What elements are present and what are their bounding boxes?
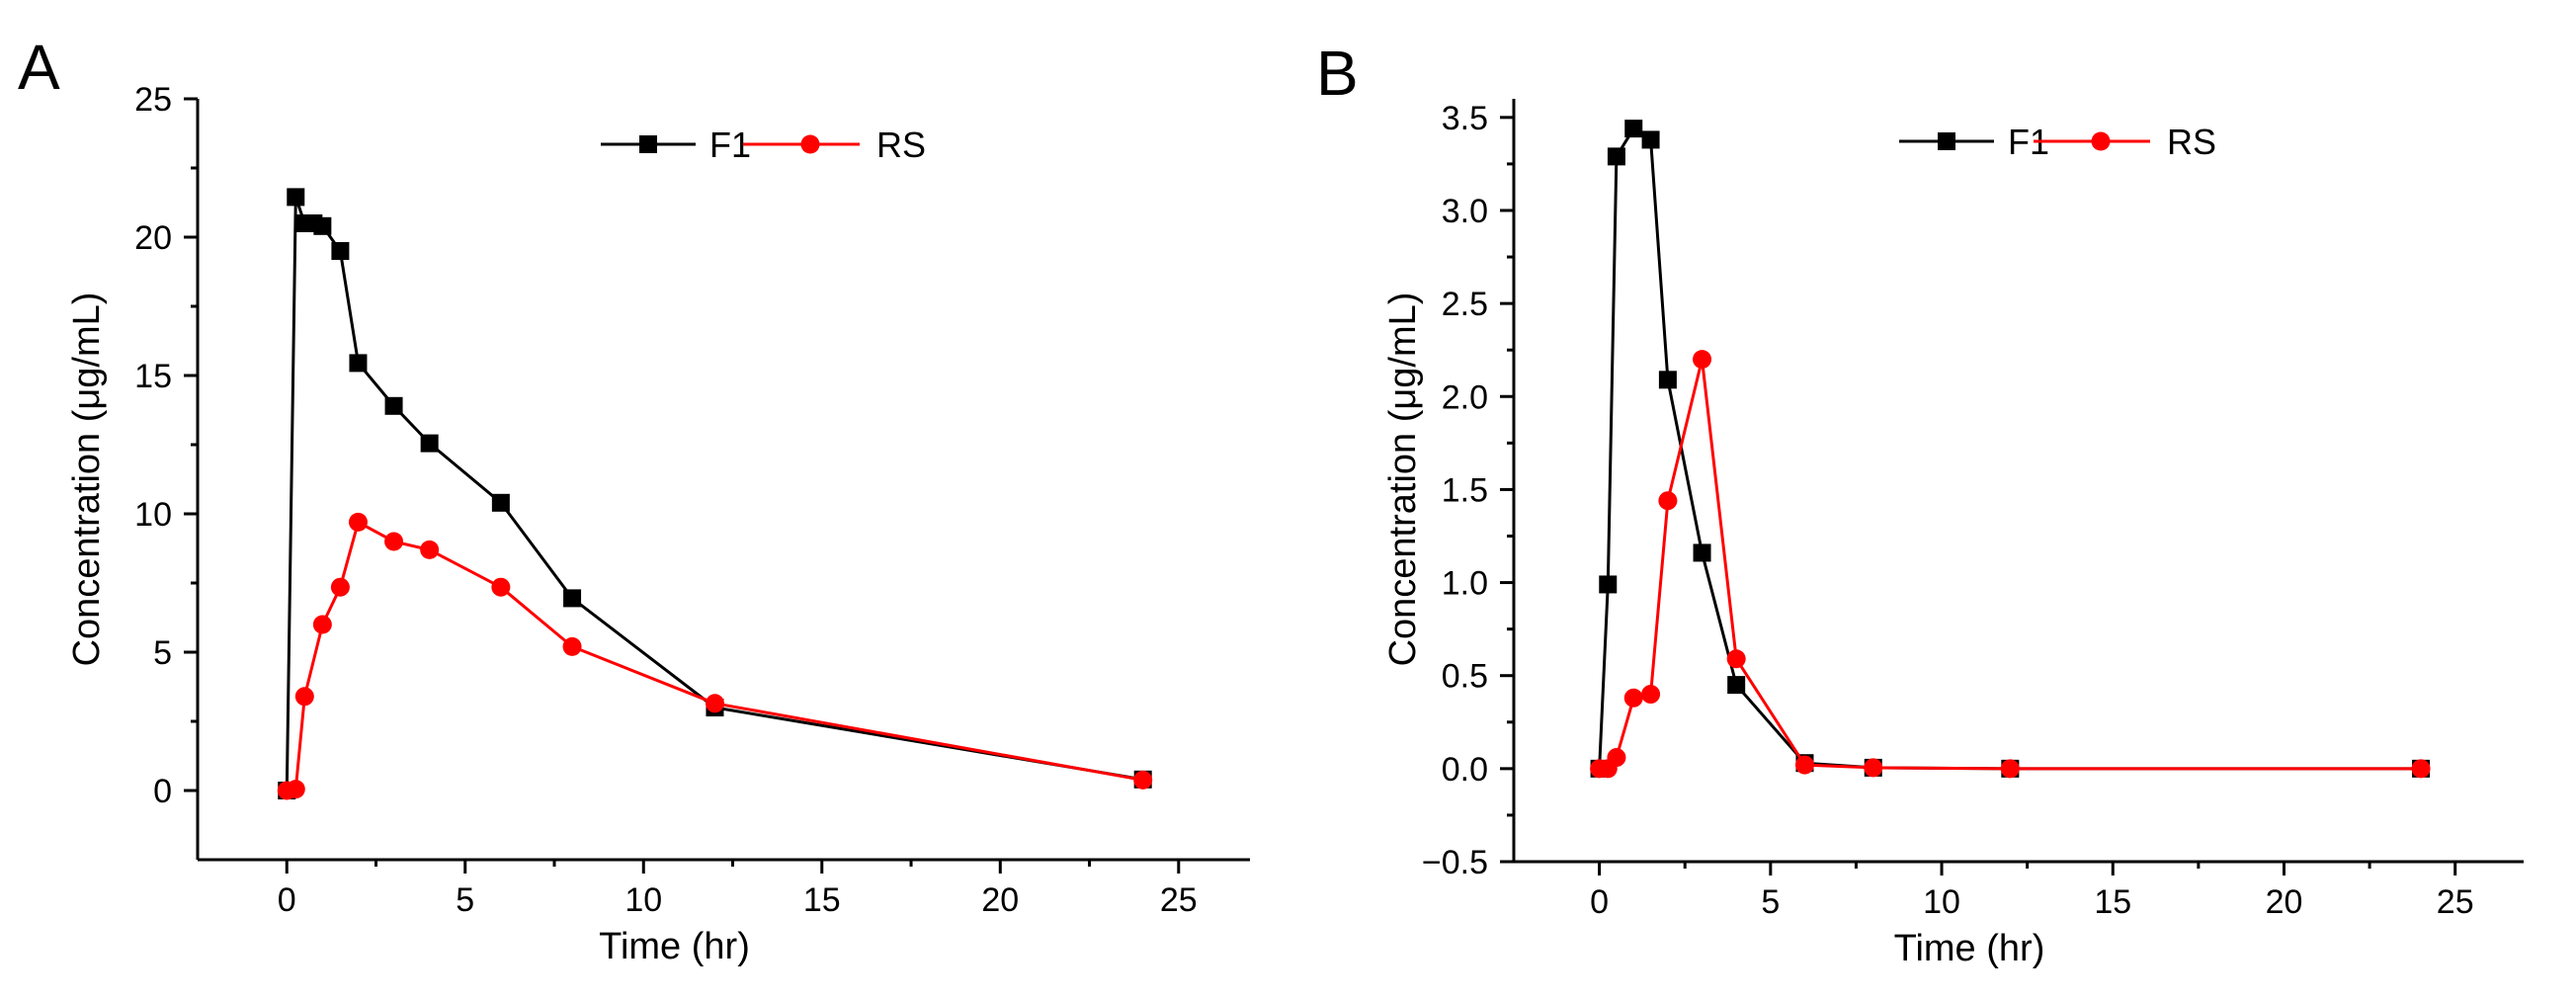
data-point-rs	[491, 577, 511, 597]
legend-marker-rs	[2091, 131, 2111, 151]
series-line-rs	[287, 520, 1143, 792]
y-tick-label: 10	[134, 496, 172, 534]
y-tick-label: 0	[153, 773, 172, 810]
data-point-rs	[2000, 759, 2020, 779]
x-axis-title: Time (hr)	[1894, 928, 2045, 969]
y-tick-label: 0.5	[1442, 658, 1488, 696]
x-tick-label: 5	[1761, 883, 1780, 921]
data-point-rs	[1623, 688, 1643, 708]
x-tick-label: 25	[1160, 881, 1198, 919]
y-tick-label: 3.0	[1442, 193, 1488, 230]
data-point-rs	[562, 636, 582, 656]
data-point-rs	[705, 694, 724, 713]
data-point-rs	[1658, 491, 1678, 511]
panel-label: B	[1316, 38, 1359, 109]
legend-marker-f1	[1938, 132, 1955, 150]
data-point-f1	[384, 396, 403, 415]
x-axis-title: Time (hr)	[599, 926, 750, 967]
chart-panel-a: 0 5 10 15 20 25 0 5 10 15 20 25 Time (hr) Concentrati…	[18, 32, 1250, 967]
data-point-rs	[348, 512, 368, 532]
data-point-rs	[312, 615, 332, 634]
data-point-f1	[1641, 130, 1660, 149]
y-axis-title: Concentration (μg/mL)	[1382, 292, 1424, 667]
x-tick-label: 10	[624, 881, 662, 919]
data-point-rs	[2411, 759, 2431, 779]
data-point-rs	[1794, 755, 1814, 775]
x-tick-label: 15	[803, 881, 841, 919]
x-tick-label: 5	[456, 881, 474, 919]
x-tick-label: 10	[1923, 883, 1960, 921]
data-point-f1	[1693, 543, 1711, 562]
data-point-rs	[286, 780, 305, 799]
legend-marker-rs	[800, 134, 820, 154]
data-point-f1	[1607, 147, 1625, 166]
data-point-rs	[1693, 350, 1712, 370]
data-point-f1	[1727, 676, 1746, 695]
data-point-f1	[331, 242, 350, 260]
data-point-f1	[313, 216, 332, 235]
data-point-rs	[294, 687, 314, 707]
y-tick-label: −0.5	[1422, 844, 1488, 881]
data-point-f1	[491, 493, 510, 512]
x-tick-label: 0	[278, 881, 296, 919]
y-axis-title: Concentration (μg/mL)	[66, 292, 108, 667]
x-tick-label: 20	[981, 881, 1019, 919]
chart-panel-b: 0 5 10 15 20 25 −0.5 0.0 0.5 1.0 1.5 2.0 2.5 3.0 3.5 Ti…	[1316, 38, 2524, 969]
y-tick-label: 0.0	[1442, 751, 1488, 789]
data-point-rs	[1726, 649, 1746, 669]
data-point-f1	[1658, 371, 1677, 389]
y-tick-label: 1.0	[1442, 565, 1488, 603]
data-point-rs	[330, 577, 350, 597]
data-point-rs	[420, 540, 440, 559]
y-tick-label: 2.5	[1442, 286, 1488, 323]
data-point-f1	[563, 589, 582, 608]
x-tick-label: 0	[1590, 883, 1609, 921]
data-point-rs	[1133, 770, 1153, 790]
x-tick-label: 15	[2094, 883, 2131, 921]
panel-label: A	[18, 32, 60, 103]
y-tick-label: 25	[134, 81, 172, 119]
y-tick-label: 20	[134, 219, 172, 257]
y-tick-label: 15	[134, 358, 172, 395]
data-point-rs	[1607, 748, 1626, 768]
x-tick-label: 20	[2266, 883, 2303, 921]
data-point-f1	[287, 188, 305, 207]
y-tick-label: 5	[153, 634, 172, 672]
data-point-f1	[1599, 575, 1618, 594]
data-point-f1	[1624, 120, 1643, 138]
data-point-rs	[384, 532, 404, 551]
legend-label-rs: RS	[2167, 122, 2216, 162]
data-point-rs	[1641, 685, 1661, 705]
y-tick-label: 3.5	[1442, 100, 1488, 137]
data-point-rs	[1864, 758, 1883, 778]
data-point-f1	[349, 354, 368, 373]
y-tick-label: 1.5	[1442, 471, 1488, 509]
legend-label-rs: RS	[876, 125, 926, 165]
x-tick-label: 25	[2437, 883, 2474, 921]
data-point-f1	[420, 434, 439, 453]
legend-marker-f1	[639, 135, 657, 153]
y-tick-label: 2.0	[1442, 378, 1488, 416]
